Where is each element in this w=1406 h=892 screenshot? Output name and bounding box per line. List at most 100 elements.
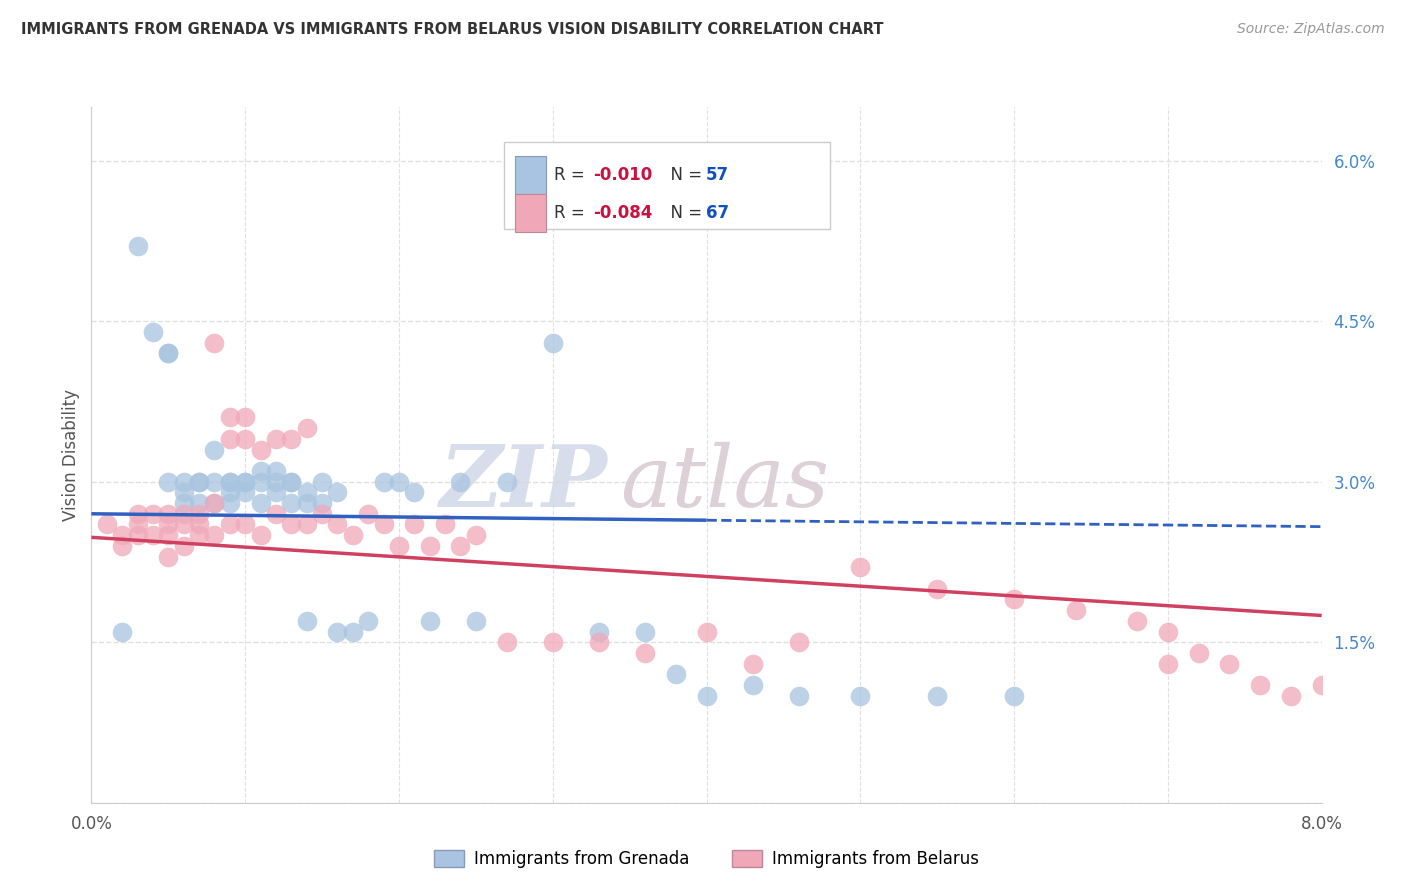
Point [373,517,395,532]
Point [280,496,302,510]
Point [1126,614,1149,628]
Point [127,517,149,532]
Point [280,432,302,446]
Point [127,528,149,542]
Point [326,624,349,639]
Text: -0.084: -0.084 [593,204,652,222]
Point [218,475,240,489]
Point [202,335,225,350]
Point [1388,667,1406,681]
Point [1249,678,1271,692]
Point [264,485,287,500]
Point [188,507,211,521]
Point [404,485,426,500]
Point [249,496,271,510]
Point [264,507,287,521]
Text: ZIP: ZIP [440,441,607,524]
Point [342,528,364,542]
Point [1279,689,1302,703]
Point [326,485,349,500]
Point [449,475,471,489]
Point [173,475,195,489]
Point [541,335,564,350]
Point [588,624,610,639]
Point [311,496,333,510]
Point [173,539,195,553]
Point [127,239,149,253]
Point [1157,657,1180,671]
Point [326,517,349,532]
Point [202,496,225,510]
Point [280,517,302,532]
Point [202,496,225,510]
Point [665,667,688,681]
Point [464,614,486,628]
Point [264,464,287,478]
Point [1002,592,1025,607]
Point [1310,678,1333,692]
Point [173,517,195,532]
Point [311,475,333,489]
Point [388,539,411,553]
Point [127,507,149,521]
Point [264,432,287,446]
Point [157,549,180,564]
Point [449,539,471,553]
Point [96,517,118,532]
Point [342,624,364,639]
Point [588,635,610,649]
Point [233,485,256,500]
Point [157,346,180,360]
Point [173,507,195,521]
Point [142,325,165,339]
Legend: Immigrants from Grenada, Immigrants from Belarus: Immigrants from Grenada, Immigrants from… [427,843,986,874]
Point [373,475,395,489]
Point [311,507,333,521]
Text: atlas: atlas [620,442,830,524]
Text: R =: R = [554,204,591,222]
Point [927,689,949,703]
Point [419,539,441,553]
Point [695,624,717,639]
Point [1157,624,1180,639]
Point [541,635,564,649]
Point [202,442,225,457]
Point [741,657,763,671]
Point [249,475,271,489]
Point [218,410,240,425]
Point [218,517,240,532]
Point [188,528,211,542]
Point [1187,646,1209,660]
Point [142,507,165,521]
Point [157,346,180,360]
Text: IMMIGRANTS FROM GRENADA VS IMMIGRANTS FROM BELARUS VISION DISABILITY CORRELATION: IMMIGRANTS FROM GRENADA VS IMMIGRANTS FR… [21,22,883,37]
Point [111,528,134,542]
Point [388,475,411,489]
Point [464,528,486,542]
Point [849,560,872,574]
Point [202,528,225,542]
Point [218,475,240,489]
Point [157,528,180,542]
Point [495,475,517,489]
Point [157,475,180,489]
Point [434,517,457,532]
Point [280,475,302,489]
Point [188,496,211,510]
Point [357,614,380,628]
Text: -0.010: -0.010 [593,166,652,184]
Point [188,517,211,532]
Point [142,528,165,542]
Point [927,582,949,596]
Text: R =: R = [554,166,591,184]
Point [264,475,287,489]
Point [188,475,211,489]
Point [295,421,318,435]
Point [218,432,240,446]
Point [419,614,441,628]
Point [157,517,180,532]
Point [111,624,134,639]
Point [357,507,380,521]
Point [634,624,657,639]
Text: N =: N = [659,204,707,222]
